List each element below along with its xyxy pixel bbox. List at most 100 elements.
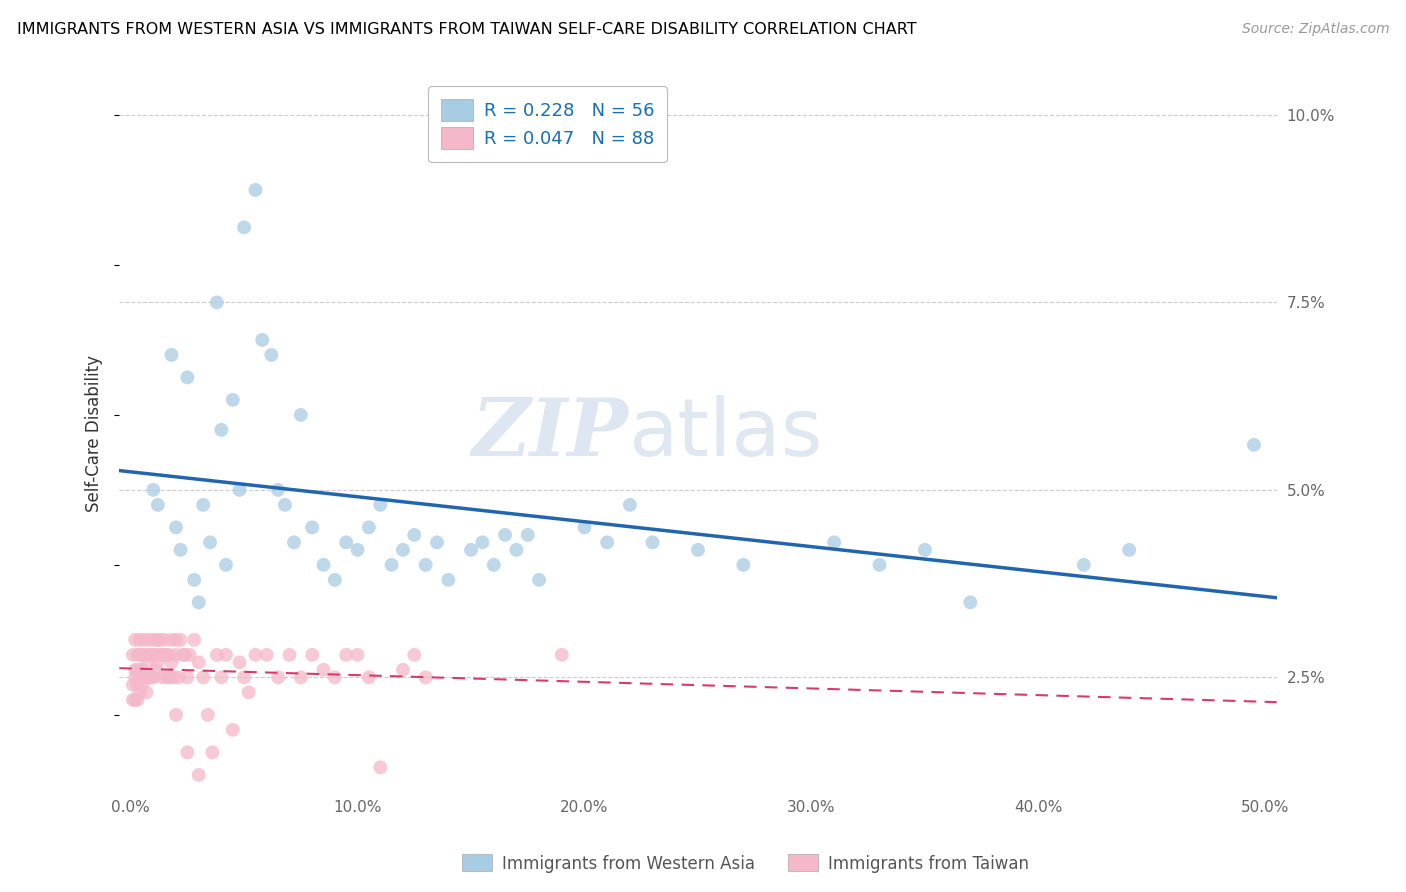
Point (165, 632, 187, 647)
Point (128, 670, 150, 684)
Point (437, 573, 460, 587)
Point (209, 670, 232, 684)
Point (135, 656, 157, 670)
Point (215, 558, 238, 572)
Point (426, 535, 449, 549)
Point (124, 693, 146, 707)
Point (176, 370, 198, 384)
Point (245, 648, 267, 662)
Point (187, 595, 209, 609)
Point (163, 670, 186, 684)
Point (290, 408, 312, 422)
Point (127, 693, 149, 707)
Point (172, 648, 194, 662)
Point (138, 648, 160, 662)
Point (368, 760, 391, 774)
Point (179, 648, 201, 662)
Point (301, 520, 323, 534)
Point (1118, 542, 1140, 557)
Point (187, 768, 209, 782)
Point (574, 520, 596, 534)
Point (131, 678, 153, 692)
Point (139, 670, 162, 684)
Point (169, 542, 191, 557)
Point (160, 656, 183, 670)
Point (183, 632, 205, 647)
Point (205, 295, 228, 310)
Point (215, 648, 238, 662)
Point (124, 663, 146, 677)
Point (127, 678, 149, 692)
Point (176, 670, 198, 684)
Legend: Immigrants from Western Asia, Immigrants from Taiwan: Immigrants from Western Asia, Immigrants… (456, 847, 1035, 880)
Point (460, 542, 482, 557)
Point (187, 656, 209, 670)
Point (357, 670, 380, 684)
Text: IMMIGRANTS FROM WESTERN ASIA VS IMMIGRANTS FROM TAIWAN SELF-CARE DISABILITY CORR: IMMIGRANTS FROM WESTERN ASIA VS IMMIGRAN… (17, 22, 917, 37)
Point (146, 656, 169, 670)
Point (150, 648, 173, 662)
Point (252, 333, 274, 347)
Point (686, 542, 709, 557)
Point (260, 348, 283, 362)
Point (156, 648, 179, 662)
Point (641, 535, 664, 549)
Point (301, 648, 323, 662)
Point (267, 483, 290, 497)
Y-axis label: Self-Care Disability: Self-Care Disability (86, 355, 103, 512)
Point (278, 648, 301, 662)
Point (274, 498, 297, 512)
Point (174, 648, 197, 662)
Point (346, 542, 368, 557)
Point (596, 535, 619, 549)
Point (134, 632, 156, 647)
Point (346, 648, 368, 662)
Point (290, 670, 312, 684)
Point (201, 745, 224, 759)
Point (733, 558, 755, 572)
Point (228, 483, 250, 497)
Point (167, 670, 190, 684)
Point (122, 648, 145, 662)
Point (135, 685, 157, 699)
Point (505, 542, 527, 557)
Point (404, 648, 426, 662)
Point (193, 670, 215, 684)
Point (869, 558, 891, 572)
Point (124, 670, 146, 684)
Point (494, 528, 516, 542)
Point (145, 663, 167, 677)
Point (169, 632, 191, 647)
Point (127, 663, 149, 677)
Point (128, 632, 150, 647)
Point (323, 573, 346, 587)
Text: Source: ZipAtlas.com: Source: ZipAtlas.com (1241, 22, 1389, 37)
Point (124, 632, 146, 647)
Point (516, 528, 538, 542)
Point (619, 498, 641, 512)
Point (138, 632, 160, 647)
Point (357, 520, 380, 534)
Point (157, 670, 180, 684)
Point (150, 670, 173, 684)
Point (149, 632, 172, 647)
Point (149, 648, 172, 662)
Point (415, 558, 437, 572)
Point (238, 685, 260, 699)
Point (160, 348, 183, 362)
Point (381, 558, 404, 572)
Point (165, 707, 187, 722)
Point (914, 542, 936, 557)
Point (142, 670, 165, 684)
Point (157, 648, 180, 662)
Point (198, 535, 221, 549)
Point (128, 648, 150, 662)
Point (415, 670, 437, 684)
Point (1073, 558, 1095, 572)
Point (823, 535, 845, 549)
Point (335, 648, 357, 662)
Point (146, 498, 169, 512)
Point (197, 707, 219, 722)
Point (139, 648, 162, 662)
Point (128, 685, 150, 699)
